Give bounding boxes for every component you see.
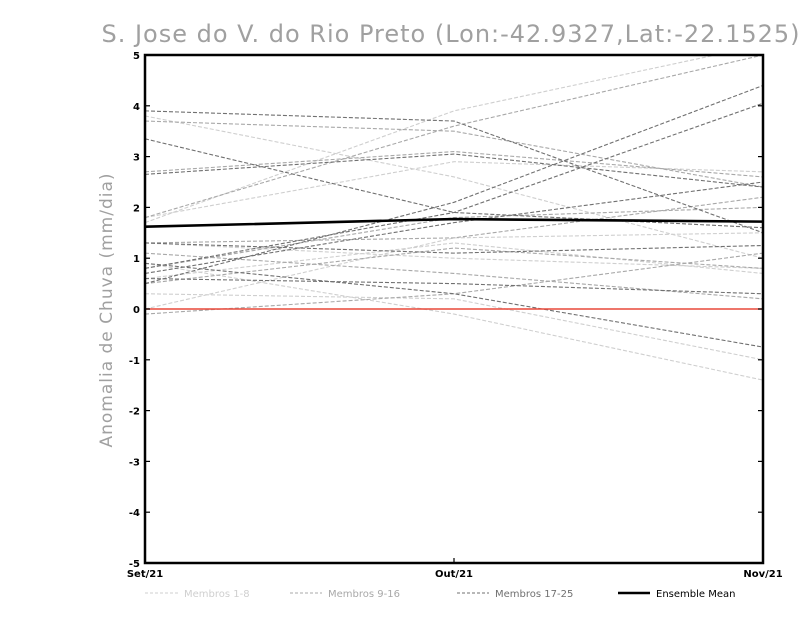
- member-line: [145, 252, 763, 315]
- member-line: [145, 55, 719, 224]
- member-line: [145, 242, 763, 280]
- legend-label: Ensemble Mean: [656, 589, 735, 600]
- member-line: [145, 277, 763, 295]
- member-line: [145, 150, 763, 178]
- member-line: [145, 293, 763, 361]
- y-tick-label: 4: [133, 102, 140, 113]
- member-line: [145, 262, 763, 348]
- y-tick-label: -5: [129, 559, 140, 570]
- x-tick-label: Nov/21: [743, 569, 782, 580]
- series-layer: [145, 55, 763, 381]
- member-line: [145, 242, 763, 254]
- member-line: [145, 110, 763, 234]
- ensemble-mean-layer: [145, 217, 763, 229]
- member-line: [145, 232, 763, 310]
- member-line: [145, 181, 763, 274]
- y-tick-label: 2: [133, 203, 140, 214]
- legend-label: Membros 9-16: [328, 589, 400, 600]
- x-tick-label: Set/21: [127, 569, 163, 580]
- member-line: [145, 161, 763, 219]
- member-line: [145, 115, 763, 259]
- y-tick-label: 1: [133, 254, 140, 265]
- y-tick-label: -2: [129, 407, 140, 418]
- member-line: [145, 247, 763, 285]
- x-ticks: Set/21 Out/21 Nov/21: [127, 558, 783, 580]
- member-line: [145, 252, 763, 300]
- member-line: [145, 206, 763, 269]
- member-line: [145, 138, 763, 229]
- legend-label: Membros 1-8: [184, 589, 250, 600]
- y-tick-label: -3: [129, 457, 140, 468]
- member-line: [145, 242, 763, 269]
- y-ticks: -5 -4 -3 -2 -1 0 1 2 3 4 5: [129, 51, 763, 570]
- ensemble-mean-line: [145, 217, 763, 229]
- y-tick-label: 5: [133, 51, 140, 62]
- legend-label: Membros 17-25: [495, 589, 573, 600]
- member-line: [145, 84, 763, 285]
- y-tick-label: -1: [129, 356, 140, 367]
- y-tick-label: -4: [129, 508, 140, 519]
- legend: Membros 1-8 Membros 9-16 Membros 17-25 Ense…: [145, 589, 735, 600]
- member-line: [145, 153, 763, 188]
- member-line: [145, 262, 763, 381]
- y-tick-label: 3: [133, 153, 140, 164]
- y-axis-label: Anomalia de Chuva (mm/dia): [97, 172, 117, 447]
- member-line: [145, 102, 763, 269]
- y-tick-label: 0: [133, 305, 140, 316]
- x-tick-label: Out/21: [435, 569, 473, 580]
- chart-title: S. Jose do V. do Rio Preto (Lon:-42.9327…: [101, 20, 800, 48]
